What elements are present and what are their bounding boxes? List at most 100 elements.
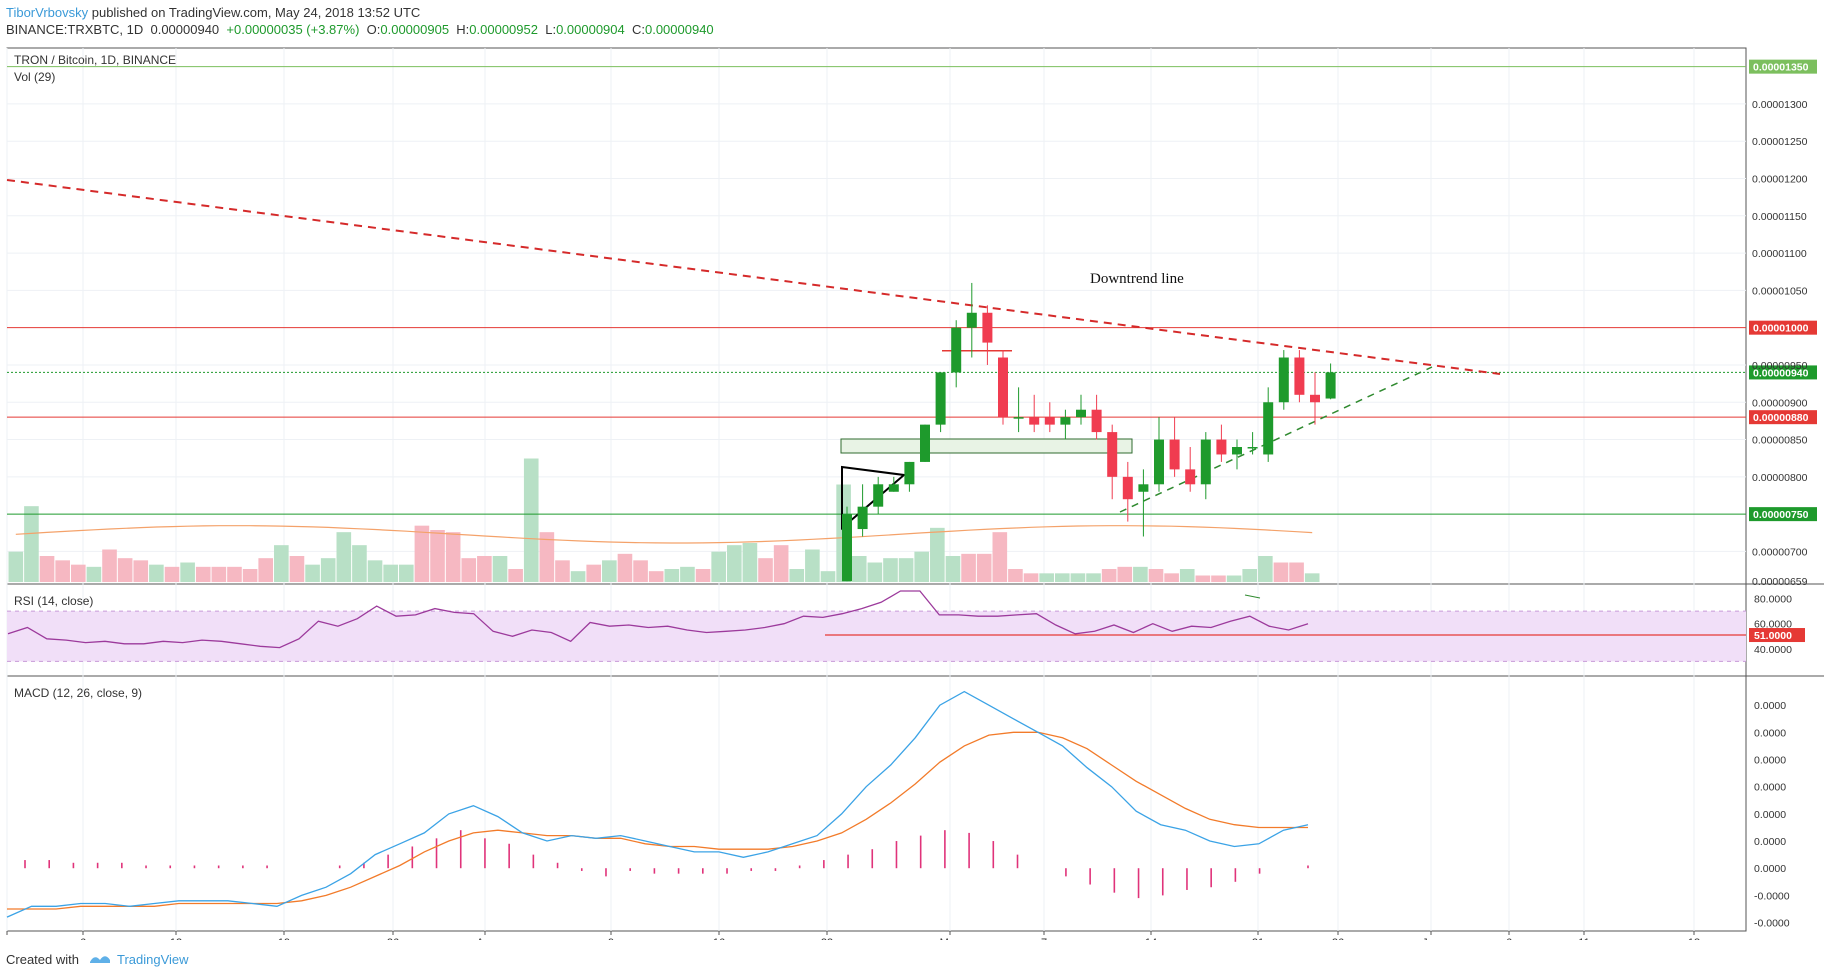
candle-body (1294, 357, 1305, 395)
candle-body (1060, 417, 1071, 425)
volume-bar (1023, 573, 1039, 582)
volume-bar (227, 566, 242, 582)
resistance-mini-line (942, 350, 1012, 352)
volume-bar (805, 549, 820, 582)
candle-body (842, 514, 852, 582)
volume-bar (1008, 569, 1023, 582)
macd-signal-line (7, 731, 1308, 910)
candle-body (1076, 409, 1086, 418)
volume-bar (945, 556, 961, 582)
x-tick-label: 23 (821, 937, 833, 940)
price-tick-label: 0.00001100 (1752, 248, 1807, 260)
volume-bar (1304, 573, 1320, 582)
volume-bar (586, 564, 602, 582)
volume-bar (1211, 575, 1226, 582)
price-bottom-label: 0.00000659 (1752, 576, 1808, 588)
volume-bar (1195, 575, 1211, 582)
volume-bar (320, 558, 336, 582)
candle-body (904, 461, 915, 485)
rsi-band (7, 611, 1746, 662)
small-green-mark (1244, 594, 1261, 599)
volume-bar (274, 545, 289, 582)
volume-bar (102, 549, 117, 582)
volume-bar (508, 569, 523, 582)
volume-bar (867, 562, 883, 582)
candle-body (1263, 402, 1274, 455)
macd-tick-label: 0.0000 (1754, 782, 1786, 794)
macd-tick-label: -0.0000 (1754, 890, 1790, 902)
candle-body (982, 312, 993, 343)
volume-bar (633, 560, 648, 582)
macd-tick-label: 0.0000 (1754, 755, 1786, 767)
symbol-ohlc-row: BINANCE:TRXBTC, 1D 0.00000940 +0.0000003… (6, 22, 714, 37)
volume-bar (570, 571, 586, 582)
price-tick-label: 0.00000800 (1752, 472, 1808, 484)
volume-bar (383, 564, 398, 582)
x-tick-label: ar (7, 937, 17, 940)
price-level-tag (1749, 365, 1817, 380)
volume-bar (305, 564, 320, 582)
volume-bar (477, 556, 492, 582)
volume-bar (602, 560, 617, 582)
publish-header: TiborVrbovsky published on TradingView.c… (0, 0, 1824, 44)
volume-bar (742, 543, 758, 582)
drawings: Downtrend line (6, 179, 1501, 599)
price-tick-label: 0.00000850 (1752, 435, 1808, 447)
x-tick-label: 26 (1332, 937, 1344, 940)
volume-bar (930, 527, 945, 582)
author-link[interactable]: TiborVrbovsky (6, 5, 89, 20)
x-tick-label: 26 (387, 937, 399, 940)
x-tick-label: May (940, 937, 961, 940)
volume-bar (1179, 569, 1195, 582)
volume-bar (352, 545, 367, 582)
volume-bar (617, 553, 633, 582)
candle-body (1278, 357, 1289, 403)
price-level-tag (1749, 59, 1817, 74)
price-level-tag (1749, 410, 1817, 425)
volume-bars (8, 458, 1320, 582)
volume-ma-line (15, 525, 1313, 544)
volume-bar (39, 556, 55, 582)
candle-body (966, 312, 977, 328)
volume-bar (70, 564, 86, 582)
price-level-tag-label: 0.00000750 (1753, 509, 1809, 521)
price-tick-label: 0.00001200 (1752, 174, 1808, 186)
volume-bar (24, 506, 39, 582)
time-axis: ar 6 12 19 26 Apr 9 16 23 May 7 14 21 26 Jun 6 11 18 (6, 931, 1700, 940)
price-tick-label: 0.00001250 (1752, 136, 1808, 148)
volume-bar (445, 532, 461, 582)
candle-body (1138, 484, 1149, 492)
x-tick-label: 14 (1145, 937, 1157, 940)
volume-bar (1289, 562, 1304, 582)
tradingview-link[interactable]: TradingView (117, 952, 189, 967)
macd-tick-label: 0.0000 (1754, 809, 1786, 821)
footer: Created with TradingView (6, 952, 189, 967)
price-tick-label: 0.00001050 (1752, 285, 1808, 297)
volume-bar (1242, 569, 1258, 582)
volume-bar (898, 558, 914, 582)
volume-bar (883, 558, 898, 582)
volume-bar (976, 553, 992, 582)
candle-body (1091, 409, 1102, 433)
candle-body (1107, 432, 1118, 477)
volume-bar (367, 560, 383, 582)
price-tick-label: 0.00000950 (1752, 360, 1808, 372)
chart-canvas[interactable]: 0.00001350 0.00001000 0.00000940 0.00000880… (0, 0, 1824, 940)
grid (6, 48, 1746, 931)
rsi-pane: 51.0000 80.0000 60.0000 40.0000 (7, 590, 1805, 662)
pennant-triangle (841, 465, 907, 531)
annotation-downtrend: Downtrend line (1090, 271, 1184, 287)
open-value: 0.00000905 (380, 22, 450, 37)
volume-bar (1054, 573, 1070, 582)
high-label: H: (456, 22, 470, 37)
candle-body (1232, 447, 1242, 455)
volume-bar (773, 545, 789, 582)
price-tick-label: 0.00001150 (1752, 211, 1807, 223)
x-tick-label: Jun (1422, 937, 1440, 940)
price-level-tag (1749, 320, 1817, 335)
x-tick-label: 21 (1252, 937, 1264, 940)
volume-bar (648, 571, 664, 582)
candle-body (1185, 469, 1196, 485)
volume-label: Vol (29) (14, 70, 55, 84)
volume-bar (695, 569, 711, 582)
